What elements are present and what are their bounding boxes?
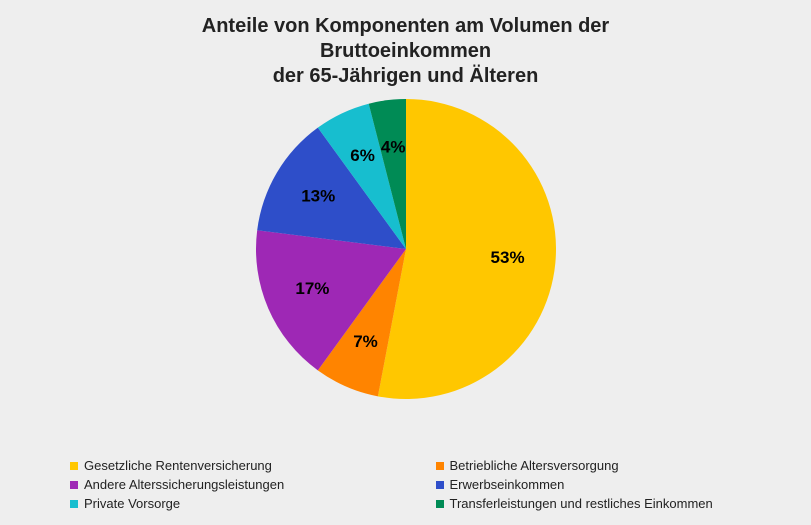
legend-item: Private Vorsorge: [70, 496, 416, 511]
legend-label: Private Vorsorge: [84, 496, 180, 511]
pie-slice-label: 4%: [380, 137, 405, 156]
pie-slice-label: 53%: [490, 248, 524, 267]
legend-item: Andere Alterssicherungsleistungen: [70, 477, 416, 492]
legend-label: Erwerbseinkommen: [450, 477, 565, 492]
pie-chart: 53% 7% 17% 13% 6% 4%: [236, 89, 576, 409]
legend-item: Gesetzliche Rentenversicherung: [70, 458, 416, 473]
chart-container: Anteile von Komponenten am Volumen der B…: [0, 0, 811, 525]
legend-swatch: [70, 462, 78, 470]
chart-title: Anteile von Komponenten am Volumen der B…: [0, 0, 811, 89]
legend-swatch: [436, 500, 444, 508]
legend-item: Erwerbseinkommen: [436, 477, 782, 492]
legend-label: Transferleistungen und restliches Einkom…: [450, 496, 713, 511]
pie-slice-label: 13%: [301, 187, 335, 206]
legend-label: Betriebliche Altersversorgung: [450, 458, 619, 473]
legend-swatch: [436, 481, 444, 489]
pie-slice-label: 7%: [353, 332, 378, 351]
title-line-1: Anteile von Komponenten am Volumen der: [202, 15, 609, 37]
legend-item: Betriebliche Altersversorgung: [436, 458, 782, 473]
legend-swatch: [436, 462, 444, 470]
legend-swatch: [70, 481, 78, 489]
pie-slice-label: 17%: [295, 279, 329, 298]
legend-label: Gesetzliche Rentenversicherung: [84, 458, 272, 473]
legend-label: Andere Alterssicherungsleistungen: [84, 477, 284, 492]
legend: Gesetzliche Rentenversicherung Betrieblic…: [70, 458, 781, 511]
legend-swatch: [70, 500, 78, 508]
title-line-3: der 65-Jährigen und Älteren: [273, 65, 539, 87]
legend-item: Transferleistungen und restliches Einkom…: [436, 496, 782, 511]
title-line-2: Bruttoeinkommen: [320, 40, 491, 62]
pie-slice-label: 6%: [350, 146, 375, 165]
